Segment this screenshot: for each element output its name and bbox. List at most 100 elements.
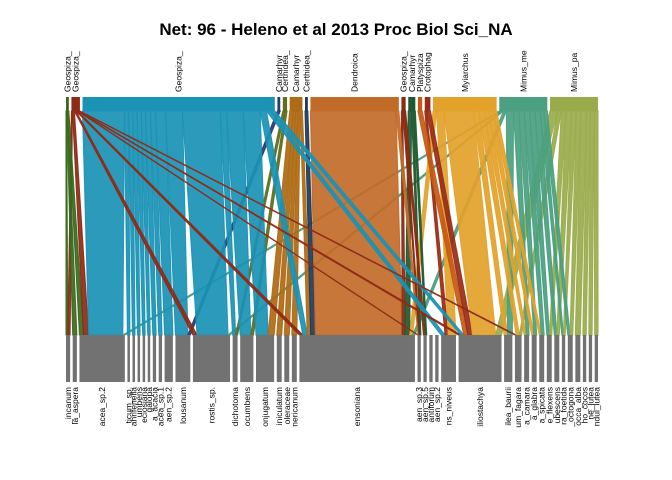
lower-species-bar — [554, 335, 560, 382]
lower-species-label: antiforum — [426, 387, 436, 422]
lower-species-bar — [79, 335, 125, 382]
higher-species-label: Dendroica — [350, 53, 360, 92]
lower-species-label: ilea_baurii — [503, 387, 513, 426]
lower-species-label: aen_sp.3 — [414, 387, 424, 422]
lower-species-label: a_spicata — [537, 387, 547, 424]
higher-species-bar — [549, 97, 598, 111]
lower-species-label: e_flexens — [544, 387, 554, 423]
lower-species-label: rostis_sp. — [206, 387, 216, 423]
lower-species-label: acea_sp.1 — [155, 387, 165, 426]
lower-species-bar — [276, 335, 282, 382]
lower-species-bar — [66, 335, 71, 382]
lower-species-label: _octogona — [565, 387, 575, 428]
lower-species-bar — [441, 335, 456, 382]
lower-species-bar — [299, 335, 415, 382]
lower-species-bar — [531, 335, 537, 382]
lower-species-label: um_fagara — [513, 387, 523, 428]
higher-species-bar — [424, 97, 431, 111]
links-layer — [65, 110, 599, 336]
lower-species-label: acea_sp.2 — [97, 387, 107, 426]
lower-species-bar — [142, 335, 146, 382]
lower-species-bar — [567, 335, 573, 382]
lower-species-bar — [575, 335, 581, 382]
higher-species-bar — [289, 97, 303, 111]
lower-species-label: aen_sp.2 — [164, 387, 174, 422]
lower-species-label: occa_alba — [573, 387, 583, 426]
lower-species-label: aen_sp.5 — [420, 387, 430, 422]
lower-species-label: ubescens — [552, 387, 562, 423]
lower-species-bar — [291, 335, 297, 382]
higher-species-label: Camarhyr — [274, 55, 284, 92]
lower-species-bar — [175, 335, 191, 382]
network-link — [588, 110, 595, 336]
lower-species-bar — [429, 335, 433, 382]
lower-species-label: ahrifenella — [129, 387, 139, 426]
lower-species-bar — [132, 335, 135, 382]
lower-species-label: a_camara — [522, 387, 532, 425]
lower-species-bar — [588, 335, 593, 382]
lower-species-bar — [524, 335, 530, 382]
higher-species-label: Camarhyr — [407, 55, 417, 92]
lower-species-label: lousanum — [178, 387, 188, 424]
higher-species-bar — [401, 97, 406, 111]
lower-species-bar — [164, 335, 173, 382]
lower-species-bar — [284, 335, 290, 382]
lower-species-label: umbens — [134, 387, 144, 417]
higher-species-label: Certhidea_ — [280, 50, 290, 92]
lower-species-label: a_acacia — [149, 387, 159, 421]
higher-level-bars: Geospiza_Geospiza_ Geospiza_ CamarhyrCerth… — [62, 50, 598, 111]
lower-species-label: a_glabra — [529, 387, 539, 420]
network-link — [593, 110, 599, 336]
lower-species-bar — [152, 335, 157, 382]
lower-species-bar — [423, 335, 427, 382]
lower-species-label: galopa — [144, 387, 154, 413]
lower-species-bar — [546, 335, 552, 382]
lower-species-label: ne_lutea — [585, 387, 595, 420]
higher-species-label: Platyspiza — [415, 53, 425, 92]
lower-species-label: eciosiana — [139, 387, 149, 423]
chart-title: Net: 96 - Heleno et al 2013 Proc Biol Sc… — [159, 20, 512, 39]
higher-species-label: Mimus_pa — [569, 53, 579, 92]
higher-species-bar — [310, 97, 399, 111]
lower-species-label: ns_niveus — [444, 387, 454, 425]
higher-species-bar — [277, 97, 281, 111]
lower-species-label: dichotoma — [230, 387, 240, 426]
higher-species-bar — [71, 97, 80, 111]
lower-species-bar — [147, 335, 151, 382]
network-link — [81, 110, 126, 336]
lower-species-label: ndul_lutea — [591, 387, 601, 427]
higher-species-bar — [282, 97, 288, 111]
higher-species-label: Myiarchus — [460, 53, 470, 92]
higher-species-label: Crotophag — [423, 52, 433, 92]
lower-species-bar — [240, 335, 254, 382]
higher-species-label: Geospiza_ — [174, 51, 184, 92]
lower-species-bar — [582, 335, 587, 382]
lower-species-bar — [458, 335, 502, 382]
lower-species-bar — [137, 335, 141, 382]
lower-species-bar — [504, 335, 513, 382]
higher-species-label: Geospiza_ — [399, 51, 409, 92]
lower-species-label: onjugatum — [260, 387, 270, 427]
lower-species-bar — [417, 335, 421, 382]
higher-species-bar — [305, 97, 308, 111]
lower-species-bar — [232, 335, 238, 382]
lower-species-label: la_aspera — [70, 387, 80, 425]
lower-species-label: aen_sp.2 — [432, 387, 442, 422]
higher-species-label: Geospiza_ — [62, 51, 72, 92]
lower-species-bar — [256, 335, 275, 382]
lower-species-label: iliostachya — [475, 387, 485, 427]
lower-species-label: ocumbens — [242, 387, 252, 426]
lower-species-label: oleraceae — [282, 387, 292, 425]
lower-species-label: ticum_sp. — [124, 387, 134, 423]
higher-species-label: Camarhyr — [291, 55, 301, 92]
lower-species-bar — [192, 335, 231, 382]
lower-species-bar — [435, 335, 439, 382]
lower-species-label: iniculatum — [274, 387, 284, 425]
higher-species-bar — [408, 97, 416, 111]
higher-species-bar — [499, 97, 548, 111]
higher-species-label: Certhidea_ — [301, 50, 311, 92]
lower-species-bar — [514, 335, 522, 382]
lower-species-label: ra_foetida — [559, 387, 569, 425]
